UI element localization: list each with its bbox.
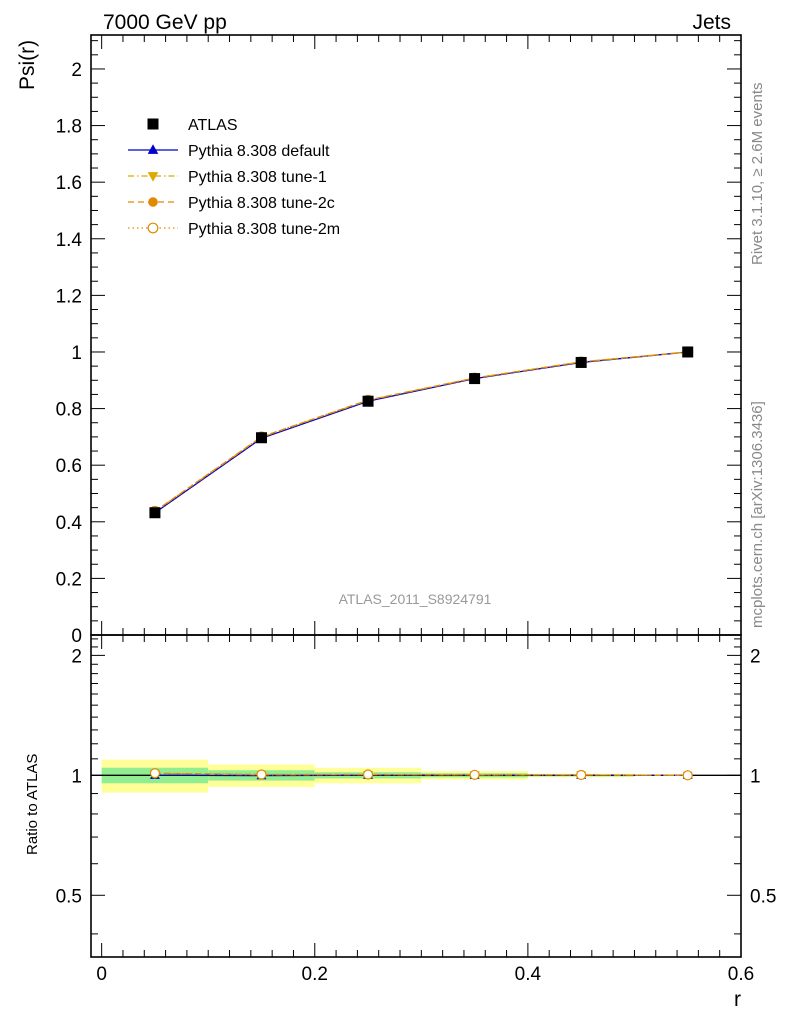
header-right-label: Jets [692,11,731,34]
legend-entry: Pythia 8.308 tune-2m [128,221,340,238]
ratio-series-4-point [577,770,586,779]
x-tick-label: 0.6 [728,964,754,985]
legend-entry: ATLAS [148,117,238,134]
series-2-line [155,352,688,512]
y-tick-label: 0.2 [56,569,82,590]
ratio-y-tick-label: 2 [71,646,82,667]
rivet-version-label: Rivet 3.1.10, ≥ 2.6M events [749,83,766,266]
legend-label: ATLAS [188,117,238,134]
y-tick-label: 1.2 [56,286,82,307]
legend-marker [148,144,159,154]
series-0-point [682,346,693,357]
legend-label: Pythia 8.308 tune-2c [188,195,335,212]
y-tick-label: 2 [71,60,82,81]
ratio-y-axis-label: Ratio to ATLAS [24,754,41,855]
ratio-series-4-point [257,770,266,779]
y-tick-label: 1 [71,343,82,364]
ratio-y-tick-label-right: 1 [750,766,761,787]
y-tick-label: 0.8 [56,400,82,421]
series-1-line [155,352,688,513]
legend-marker [148,197,158,207]
header-left-label: 7000 GeV pp [103,11,227,34]
y-tick-label: 1.6 [56,173,82,194]
series-3-line [155,352,688,511]
legend-entry: Pythia 8.308 default [128,143,330,160]
main-plot [149,346,693,518]
series-0-point [149,507,160,518]
ratio-frame [91,635,741,957]
ratio-y-tick-label-right: 0.5 [750,886,776,907]
series-0-point [469,373,480,384]
series-0-point [576,357,587,368]
legend-label: Pythia 8.308 default [188,143,330,160]
legend-marker [148,172,159,182]
x-tick-label: 0.2 [302,964,328,985]
legend-marker [148,223,158,233]
analysis-watermark: ATLAS_2011_S8924791 [339,591,492,607]
ratio-series-4-point [150,769,159,778]
x-tick-label: 0.4 [515,964,542,985]
series-0-point [256,432,267,443]
series-4-line [155,352,688,511]
legend-entry: Pythia 8.308 tune-1 [128,169,327,186]
y-tick-label: 0.4 [56,513,83,534]
legend-label: Pythia 8.308 tune-1 [188,169,327,186]
legend: ATLAS Pythia 8.308 default Pythia 8.308 tu… [128,117,340,238]
ratio-series-4-point [470,770,479,779]
y-tick-label: 0 [71,626,82,647]
x-axis-label: r [734,988,741,1011]
x-tick-label: 0 [96,964,107,985]
legend-entry: Pythia 8.308 tune-2c [128,195,335,212]
ratio-series-4-point [683,771,692,780]
y-tick-label: 1.8 [56,117,82,138]
ratio-y-tick-label-right: 2 [750,646,761,667]
y-tick-label: 1.4 [56,230,83,251]
ratio-y-tick-label: 0.5 [56,886,82,907]
mcplots-label: mcplots.cern.ch [arXiv:1306.3436] [749,401,766,628]
ratio-y-tick-label: 1 [71,766,82,787]
series-0-point [363,396,374,407]
legend-marker [148,119,159,130]
y-tick-label: 0.6 [56,456,82,477]
ratio-series-4-point [364,770,373,779]
y-axis-label: Psi(r) [16,40,39,90]
legend-label: Pythia 8.308 tune-2m [188,221,340,238]
